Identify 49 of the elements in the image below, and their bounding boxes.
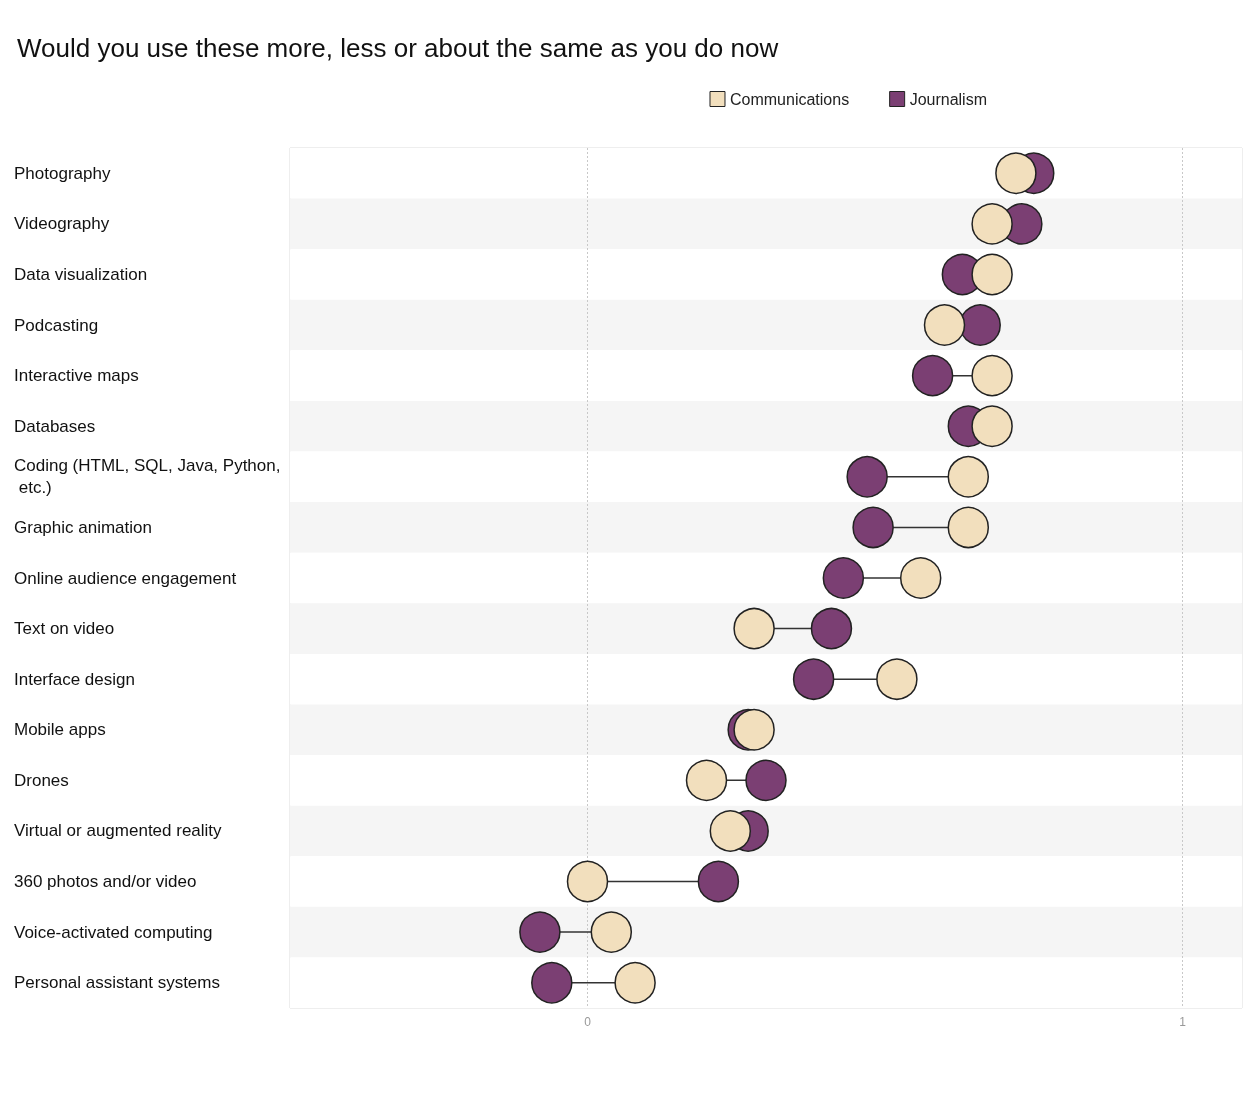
y-tick-label: Databases	[14, 416, 96, 436]
point	[519, 911, 561, 953]
y-tick-label: Virtual or augmented reality	[14, 821, 223, 841]
x-tick-label: 1	[1179, 1015, 1187, 1029]
y-tick-label: Text on video	[14, 619, 115, 639]
y-tick-label: Data visualization	[14, 264, 148, 284]
point	[846, 456, 888, 498]
y-tick-label: 360 photos and/or video	[14, 872, 197, 892]
point	[876, 658, 918, 700]
y-tick-label: Videography	[14, 214, 110, 234]
y-tick-label: Mobile apps	[14, 720, 106, 740]
y-tick-label: Podcasting	[14, 315, 99, 335]
point	[614, 961, 656, 1004]
point	[852, 506, 894, 549]
point	[697, 860, 740, 903]
y-tick-label: Graphic animation	[14, 517, 152, 537]
point	[995, 152, 1037, 195]
chart-title: Would you use these more, less or about the same as you do now	[17, 33, 779, 63]
legend-label: Communications	[729, 90, 850, 108]
point	[792, 658, 835, 700]
y-tick-label: Coding (HTML, SQL, Java, Python, etc.)	[14, 456, 281, 498]
point	[590, 911, 633, 953]
point	[733, 709, 775, 751]
y-tick-label: Online audience engagement	[14, 568, 237, 588]
point	[745, 759, 787, 802]
point	[971, 405, 1013, 447]
y-tick-label: Interface design	[14, 669, 135, 689]
point	[947, 506, 990, 549]
point	[899, 557, 942, 599]
point	[971, 354, 1013, 397]
y-tick-label: Voice-activated computing	[14, 922, 213, 942]
point	[685, 759, 728, 802]
legend-label: Journalism	[909, 90, 987, 108]
point	[923, 304, 966, 346]
point	[822, 557, 865, 599]
x-tick-label: 0	[584, 1015, 592, 1029]
y-tick-label: Interactive maps	[14, 366, 139, 386]
point	[971, 253, 1013, 296]
point	[947, 456, 990, 498]
point	[531, 961, 573, 1004]
point	[911, 354, 954, 397]
y-tick-label: Drones	[14, 770, 69, 790]
y-tick-label: Photography	[14, 163, 111, 183]
point	[709, 810, 752, 852]
point	[566, 860, 609, 903]
y-tick-label: Personal assistant systems	[14, 973, 220, 993]
point	[971, 203, 1013, 245]
point	[810, 607, 853, 650]
point	[733, 607, 775, 650]
